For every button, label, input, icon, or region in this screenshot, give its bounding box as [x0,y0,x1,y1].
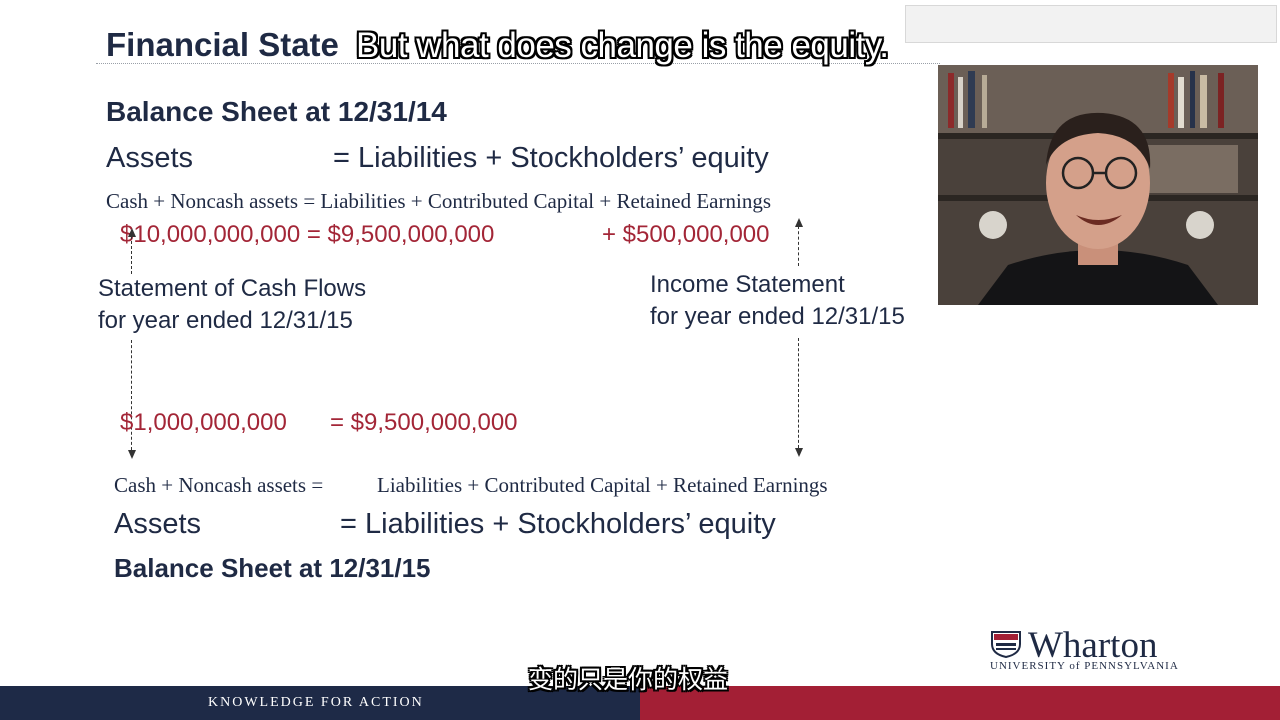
bottom-detail-left: Cash + Noncash assets = [114,473,324,497]
arrow-down-icon [128,450,136,459]
subtitle-caption-chinese: 变的只是你的权益 [528,666,729,694]
footer-tagline: KNOWLEDGE FOR ACTION [208,695,424,710]
top-equation-rhs: = Liabilities + Stockholders’ equity [333,142,769,174]
top-detail-equation: Cash + Noncash assets = Liabilities + Co… [106,189,772,213]
heading-balance-sheet-2014: Balance Sheet at 12/31/14 [106,96,447,127]
footer-bar-crimson [640,686,1280,720]
mid-money-left: $1,000,000,000 [120,409,287,436]
heading-balance-sheet-2015: Balance Sheet at 12/31/15 [114,553,431,583]
top-assets-label: Assets [106,142,194,174]
connector-line [798,338,799,448]
top-money-left: $10,000,000,000 = $9,500,000,000 [120,221,495,248]
income-statement-line1: Income Statement [650,271,845,298]
connector-line [131,236,132,274]
title-divider [96,63,940,64]
income-statement-line2: for year ended 12/31/15 [650,303,905,330]
bottom-assets-label: Assets [114,508,202,540]
cash-flows-line2: for year ended 12/31/15 [98,307,353,334]
wharton-shield-icon [990,630,1022,659]
wharton-logo-subtitle: UNIVERSITY of PENNSYLVANIA [990,660,1179,672]
top-money-right: + $500,000,000 [602,221,770,248]
presenter-video [938,65,1258,305]
connector-line [798,226,799,266]
arrow-up-icon [795,218,803,227]
slide-title: Financial State [106,26,339,63]
mid-money-right: = $9,500,000,000 [330,409,518,436]
caption-overlay-box [905,5,1277,43]
arrow-up-icon [128,228,136,237]
arrow-down-icon [795,448,803,457]
bottom-detail-right: Liabilities + Contributed Capital + Reta… [377,473,828,497]
presenter-image [938,65,1258,305]
bottom-equation-rhs: = Liabilities + Stockholders’ equity [340,508,776,540]
cash-flows-line1: Statement of Cash Flows [98,275,367,302]
connector-line [131,340,132,450]
subtitle-caption-english: But what does change is the equity. [356,26,889,65]
wharton-logo-text: Wharton [1028,625,1158,666]
footer-bar-navy [0,686,640,720]
